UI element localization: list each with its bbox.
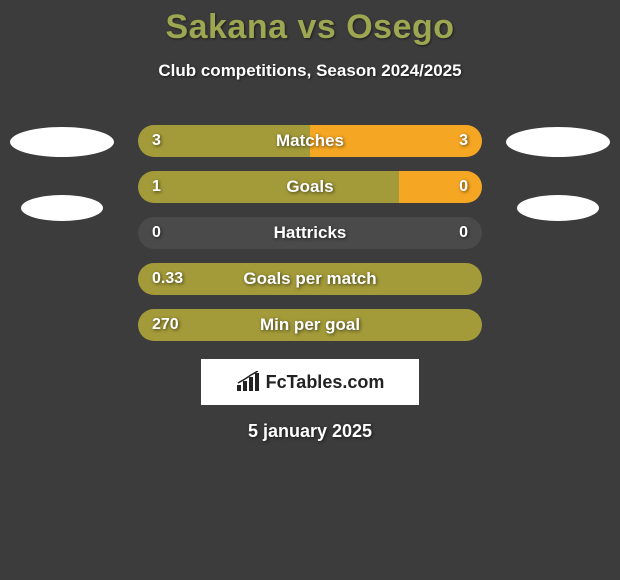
stat-label: Min per goal — [260, 315, 360, 335]
stat-value-right: 0 — [459, 224, 468, 242]
stat-row: Min per goal 270 — [0, 309, 620, 341]
bar-left — [138, 171, 399, 203]
bar-track: Min per goal 270 — [138, 309, 482, 341]
stat-value-left: 270 — [152, 316, 179, 334]
stat-value-right: 0 — [459, 178, 468, 196]
stat-value-left: 1 — [152, 178, 161, 196]
comparison-chart: Matches 3 3 Goals 1 0 Hattricks 0 0 Goals per mat… — [0, 125, 620, 341]
bar-track: Goals 1 0 — [138, 171, 482, 203]
stat-label: Goals per match — [243, 269, 376, 289]
bar-right — [399, 171, 482, 203]
stat-value-right: 3 — [459, 132, 468, 150]
stat-label: Matches — [276, 131, 344, 151]
stats-card: Sakana vs Osego Club competitions, Seaso… — [0, 0, 620, 442]
stat-value-left: 0.33 — [152, 270, 183, 288]
stat-label: Goals — [286, 177, 333, 197]
subtitle: Club competitions, Season 2024/2025 — [0, 61, 620, 81]
bar-track: Matches 3 3 — [138, 125, 482, 157]
player-left-avatar — [8, 125, 116, 228]
page-title: Sakana vs Osego — [0, 8, 620, 47]
logo-text: FcTables.com — [266, 372, 385, 393]
stat-value-left: 0 — [152, 224, 161, 242]
player-right-avatar — [504, 125, 612, 228]
bar-track: Goals per match 0.33 — [138, 263, 482, 295]
bars-icon — [236, 371, 262, 393]
bar-track: Hattricks 0 0 — [138, 217, 482, 249]
source-logo: FcTables.com — [201, 359, 419, 405]
date-label: 5 january 2025 — [0, 421, 620, 442]
stat-row: Goals per match 0.33 — [0, 263, 620, 295]
stat-value-left: 3 — [152, 132, 161, 150]
stat-label: Hattricks — [274, 223, 347, 243]
